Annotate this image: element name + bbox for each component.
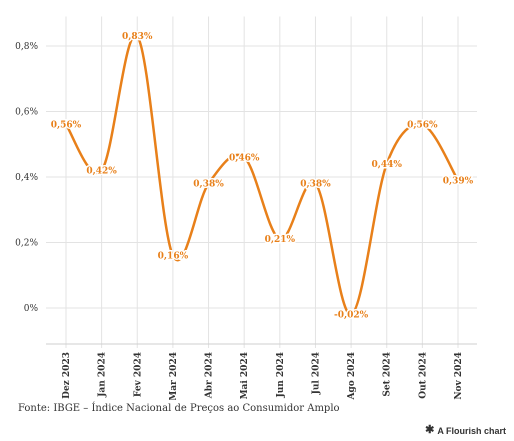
data-point[interactable] [98, 167, 105, 174]
data-point[interactable] [169, 252, 176, 259]
data-label: 0,39% [443, 176, 474, 186]
x-tick-label: Set 2024 [383, 352, 393, 397]
y-tick-label: 0,2% [15, 239, 38, 249]
y-tick-label: 0,4% [15, 173, 38, 183]
data-label: 0,38% [193, 180, 224, 190]
data-label: 0,46% [229, 153, 260, 163]
x-tick-label: Fev 2024 [133, 352, 143, 397]
flourish-credit-link[interactable]: ✱ A Flourish chart [425, 425, 506, 436]
data-point[interactable] [312, 180, 319, 187]
data-labels: 0,56% 0,42% 0,83% 0,16% 0,38% 0,46% 0,21% 0,38%… [49, 31, 475, 322]
x-tick-label: Jun 2024 [276, 352, 286, 399]
x-tick-label: Jul 2024 [311, 352, 321, 395]
source-note: Fonte: IBGE – Índice Nacional de Preços … [18, 403, 340, 414]
data-points [63, 33, 461, 318]
data-point[interactable] [383, 160, 390, 167]
data-label: 0,83% [122, 32, 153, 42]
flourish-credit-label: A Flourish chart [437, 425, 506, 436]
series-line [64, 34, 460, 316]
y-tick-label: 0,6% [15, 108, 38, 118]
data-point[interactable] [63, 121, 69, 128]
series-line-layer [64, 34, 460, 316]
data-point[interactable] [348, 311, 355, 318]
flourish-logo-icon: ✱ [425, 424, 435, 436]
y-tick-label: 0,8% [15, 42, 38, 52]
data-label: 0,56% [407, 121, 438, 131]
x-tick-label: Mar 2024 [169, 352, 179, 400]
data-label: 0,56% [51, 121, 82, 131]
data-point[interactable] [205, 180, 212, 187]
line-chart: 0% 0,2% 0,4% 0,6% 0,8% Dez 2023 Jan 2024 Fev 2… [15, 16, 477, 400]
x-tick-label: Ago 2024 [347, 352, 357, 400]
y-axis: 0% 0,2% 0,4% 0,6% 0,8% [15, 42, 38, 314]
x-axis: Dez 2023 Jan 2024 Fev 2024 Mar 2024 Abr 2024… [46, 343, 477, 400]
data-label: 0,16% [158, 252, 189, 262]
x-tick-label: Mai 2024 [240, 352, 250, 399]
x-tick-label: Jan 2024 [98, 352, 108, 398]
data-label: 0,21% [265, 235, 296, 245]
data-label: 0,44% [371, 160, 402, 170]
data-point[interactable] [134, 33, 141, 40]
x-tick-label: Out 2024 [418, 352, 428, 399]
data-label: -0,02% [334, 311, 369, 321]
gridlines [46, 16, 477, 349]
data-label: 0,38% [300, 180, 331, 190]
x-tick-label: Dez 2023 [62, 352, 72, 399]
data-point[interactable] [276, 236, 283, 243]
data-label: 0,42% [86, 166, 117, 176]
y-tick-label: 0% [24, 304, 39, 314]
data-point[interactable] [419, 121, 426, 128]
data-point[interactable] [241, 154, 248, 161]
data-point[interactable] [455, 177, 461, 184]
x-tick-label: Nov 2024 [454, 352, 464, 400]
x-tick-label: Abr 2024 [205, 352, 215, 399]
